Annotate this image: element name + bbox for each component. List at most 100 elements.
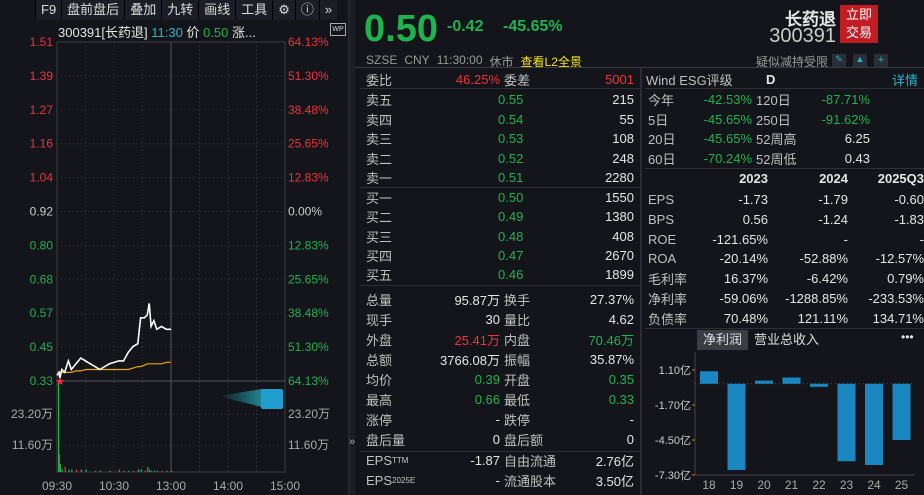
volume-bar	[68, 469, 70, 472]
esg-detail-link[interactable]: 详情	[891, 73, 918, 88]
stat-value: 27.37%	[589, 292, 634, 307]
period-label: 120日	[756, 93, 791, 108]
bid-volume: 1550	[605, 190, 634, 205]
stat-label: 自由流通	[504, 454, 557, 469]
pct-tick: 64.13%	[288, 35, 329, 49]
toolbar-tools[interactable]: 工具	[235, 0, 272, 20]
trade-now-button[interactable]: 立即 交易	[840, 5, 878, 43]
data-row: 买三 0.48 408	[366, 227, 634, 246]
fin-value: 16.37%	[723, 271, 768, 287]
profit-bar	[755, 380, 773, 384]
financial-tabs: 净利润 营业总收入	[697, 330, 825, 350]
volume-bar	[64, 466, 66, 472]
stat-value: 0	[626, 432, 634, 447]
profit-bar	[782, 377, 801, 384]
volume-bar	[80, 469, 82, 472]
fin-label: ROE	[648, 231, 677, 247]
ask-price: 0.51	[498, 170, 524, 185]
y-tick: -4.50亿	[655, 434, 691, 447]
stat-value: 35.87%	[589, 352, 634, 367]
data-row: 20日 -45.65% 52周高 6.25	[648, 129, 924, 148]
esg-rating: D	[766, 72, 776, 87]
column-divider	[640, 68, 642, 495]
toolbar-premarket[interactable]: 盘前盘后	[61, 0, 124, 20]
add-icon[interactable]: +	[874, 54, 888, 67]
trade-button-line2: 交易	[845, 25, 872, 40]
pct-tick: 51.30%	[288, 69, 329, 83]
expand-icon[interactable]: »	[318, 0, 337, 20]
chart-header: 300391[长药退] 11:30 价 0.50 涨...	[58, 22, 256, 41]
period-return: -45.65%	[703, 111, 752, 127]
stat-label: 现手	[366, 313, 393, 328]
gear-icon[interactable]: ⚙	[272, 0, 295, 20]
stat-label: 均价	[366, 373, 393, 388]
fin-value: -1.83	[894, 211, 924, 227]
x-tick: 24	[867, 478, 881, 492]
data-row: 卖四 0.54 55	[366, 110, 634, 129]
volume-bar	[137, 469, 139, 472]
toolbar-overlay[interactable]: 叠加	[124, 0, 161, 20]
price-tick: 0.57	[30, 306, 54, 320]
toolbar-f9[interactable]: F9	[35, 0, 61, 20]
edit-icon[interactable]: ✎	[832, 54, 846, 67]
more-icon[interactable]: •••	[901, 330, 914, 344]
change-label: 涨...	[232, 25, 256, 40]
stat-label: 量比	[504, 313, 531, 328]
data-row: 今年 -42.53% 120日 -87.71%	[648, 90, 924, 109]
stat-value: 0.35	[608, 372, 634, 387]
net-profit-chart: 1.10亿 -1.70亿 -4.50亿 -7.30亿 18 19 20 21 22 23 24 25	[655, 352, 915, 492]
collapse-icon[interactable]: »	[349, 436, 356, 448]
x-tick: 22	[812, 478, 826, 492]
stat-value: 2.76亿	[595, 454, 634, 469]
divider	[645, 88, 924, 89]
x-tick: 23	[840, 478, 854, 492]
volume-bar	[71, 469, 73, 472]
price-tick: 0.33	[30, 374, 54, 388]
data-row: 现手 30 量比 4.62	[366, 310, 634, 329]
data-row: 卖三 0.53 108	[366, 129, 634, 148]
wp-icon[interactable]: WP	[330, 23, 346, 36]
time-tick: 15:00	[270, 479, 300, 493]
fin-value: -52.88%	[799, 251, 848, 267]
price-line	[56, 303, 171, 379]
float-widget-button[interactable]	[261, 389, 283, 409]
price-label: 价	[186, 25, 200, 40]
bid-label: 买五	[366, 268, 393, 284]
l2-link[interactable]: 查看L2全景	[520, 55, 582, 69]
eps-superscript: 2025E	[392, 476, 416, 485]
stock-code-name: 300391[长药退]	[58, 25, 148, 40]
panel-divider[interactable]: »	[348, 0, 355, 495]
toolbar-draw-line[interactable]: 画线	[198, 0, 235, 20]
period-return: -42.53%	[703, 92, 752, 107]
bid-label: 买二	[366, 210, 393, 226]
price-tick: 1.51	[30, 35, 54, 49]
stat-value: 0.39	[474, 372, 500, 387]
x-tick: 25	[895, 478, 909, 492]
fin-value: -1.73	[738, 192, 768, 207]
toolbar-nine-turn[interactable]: 九转	[161, 0, 198, 20]
market-status: 休市	[489, 55, 514, 69]
data-row: 毛利率 16.37% -6.42% 0.79%	[648, 269, 924, 288]
period-return: -45.65%	[703, 131, 752, 146]
bid-volume: 1899	[605, 267, 634, 283]
stat-label: 内盘	[504, 333, 531, 348]
period-label: 20日	[648, 132, 676, 147]
volume-bar	[140, 469, 142, 472]
data-row: ROA -20.14% -52.88% -12.57%	[648, 249, 924, 268]
warning-label: 疑似减持受限	[756, 55, 829, 69]
tab-revenue[interactable]: 营业总收入	[754, 332, 820, 347]
tab-net-profit[interactable]: 净利润	[697, 330, 749, 350]
intraday-chart: 1.51 64.13% 1.39 51.30% 1.27 38.48% 1.16 25.65%…	[11, 35, 330, 493]
stat-label: 振幅	[504, 353, 531, 368]
help-icon[interactable]: ⓘ	[294, 0, 319, 20]
data-row: 买四 0.47 2670	[366, 246, 634, 265]
volume-bar	[118, 469, 120, 472]
data-row: 总额 3766.08万 振幅 35.87%	[366, 350, 634, 369]
pct-tick: 64.13%	[288, 374, 329, 388]
bell-icon[interactable]: ▲	[853, 54, 867, 67]
volume-bar	[128, 470, 130, 472]
ask-label: 卖五	[366, 93, 393, 108]
stat-value: 0.66	[474, 392, 500, 407]
pct-tick: 12.83%	[288, 171, 329, 185]
volume-bar	[147, 466, 149, 472]
